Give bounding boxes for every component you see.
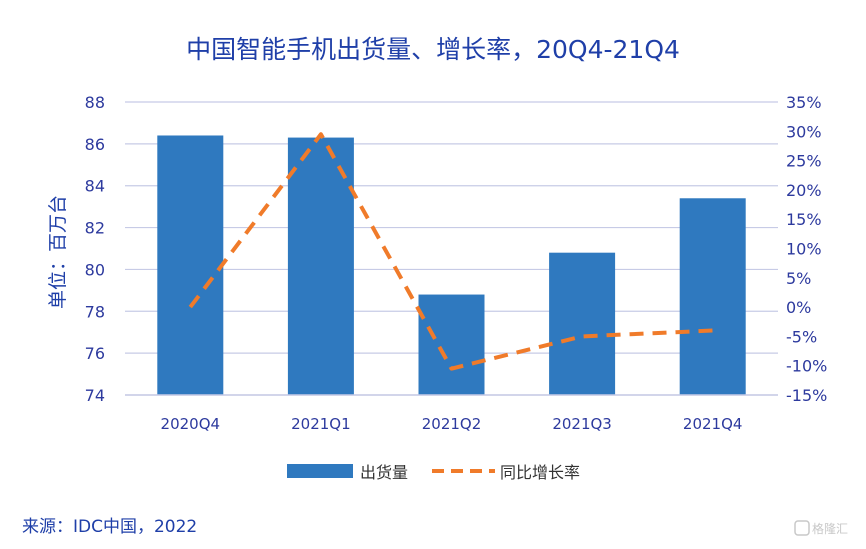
y-tick-label-left: 82 bbox=[85, 219, 105, 238]
y-tick-label-right: 25% bbox=[786, 152, 822, 171]
y-tick-label-right: 20% bbox=[786, 181, 822, 200]
y-tick-label-right: -5% bbox=[786, 327, 817, 346]
y-tick-label-left: 78 bbox=[85, 302, 105, 321]
y-axis-label: 单位：百万台 bbox=[47, 195, 69, 309]
bar bbox=[679, 198, 746, 395]
y-tick-label-right: 10% bbox=[786, 240, 822, 259]
x-tick-label: 2020Q4 bbox=[161, 415, 221, 433]
growth-line-series bbox=[188, 132, 713, 371]
y-tick-label-left: 80 bbox=[85, 260, 105, 279]
y-tick-label-left: 88 bbox=[85, 93, 105, 112]
legend-label-bar: 出货量 bbox=[360, 463, 408, 482]
y-tick-label-right: 15% bbox=[786, 210, 822, 229]
x-tick-label: 2021Q3 bbox=[552, 415, 612, 433]
y-axis-left: 74 76 78 80 82 84 86 88 bbox=[85, 93, 105, 405]
bar bbox=[157, 135, 224, 395]
bar bbox=[549, 252, 616, 395]
watermark: 格隆汇 bbox=[794, 520, 848, 536]
x-tick-label: 2021Q2 bbox=[422, 415, 482, 433]
watermark-logo-icon bbox=[794, 520, 810, 536]
legend-label-line: 同比增长率 bbox=[500, 463, 580, 482]
y-tick-label-left: 84 bbox=[85, 177, 105, 196]
x-tick-label: 2021Q4 bbox=[683, 415, 743, 433]
legend: 出货量 同比增长率 bbox=[287, 463, 580, 482]
legend-swatch-bar bbox=[287, 464, 353, 478]
y-tick-label-right: 5% bbox=[786, 269, 811, 288]
y-tick-label-right: -10% bbox=[786, 357, 827, 376]
source-note: 来源：IDC中国，2022 bbox=[22, 517, 197, 537]
y-tick-label-left: 74 bbox=[85, 386, 105, 405]
bar-series bbox=[157, 135, 746, 396]
bar bbox=[418, 294, 485, 395]
y-axis-right: -15% -10% -5% 0% 5% 10% 15% 20% 25% 30% 35% bbox=[786, 93, 827, 405]
y-tick-label-left: 76 bbox=[85, 344, 105, 363]
growth-line bbox=[188, 132, 713, 371]
y-tick-label-right: -15% bbox=[786, 386, 827, 405]
x-tick-label: 2021Q1 bbox=[291, 415, 351, 433]
y-tick-label-right: 30% bbox=[786, 122, 822, 141]
y-tick-label-right: 0% bbox=[786, 298, 811, 317]
y-tick-label-right: 35% bbox=[786, 93, 822, 112]
y-tick-label-left: 86 bbox=[85, 135, 105, 154]
chart-title: 中国智能手机出货量、增长率，20Q4-21Q4 bbox=[186, 35, 680, 64]
bar bbox=[287, 137, 354, 396]
watermark-text: 格隆汇 bbox=[812, 521, 848, 536]
x-axis: 2020Q4 2021Q1 2021Q2 2021Q3 2021Q4 bbox=[125, 394, 778, 433]
